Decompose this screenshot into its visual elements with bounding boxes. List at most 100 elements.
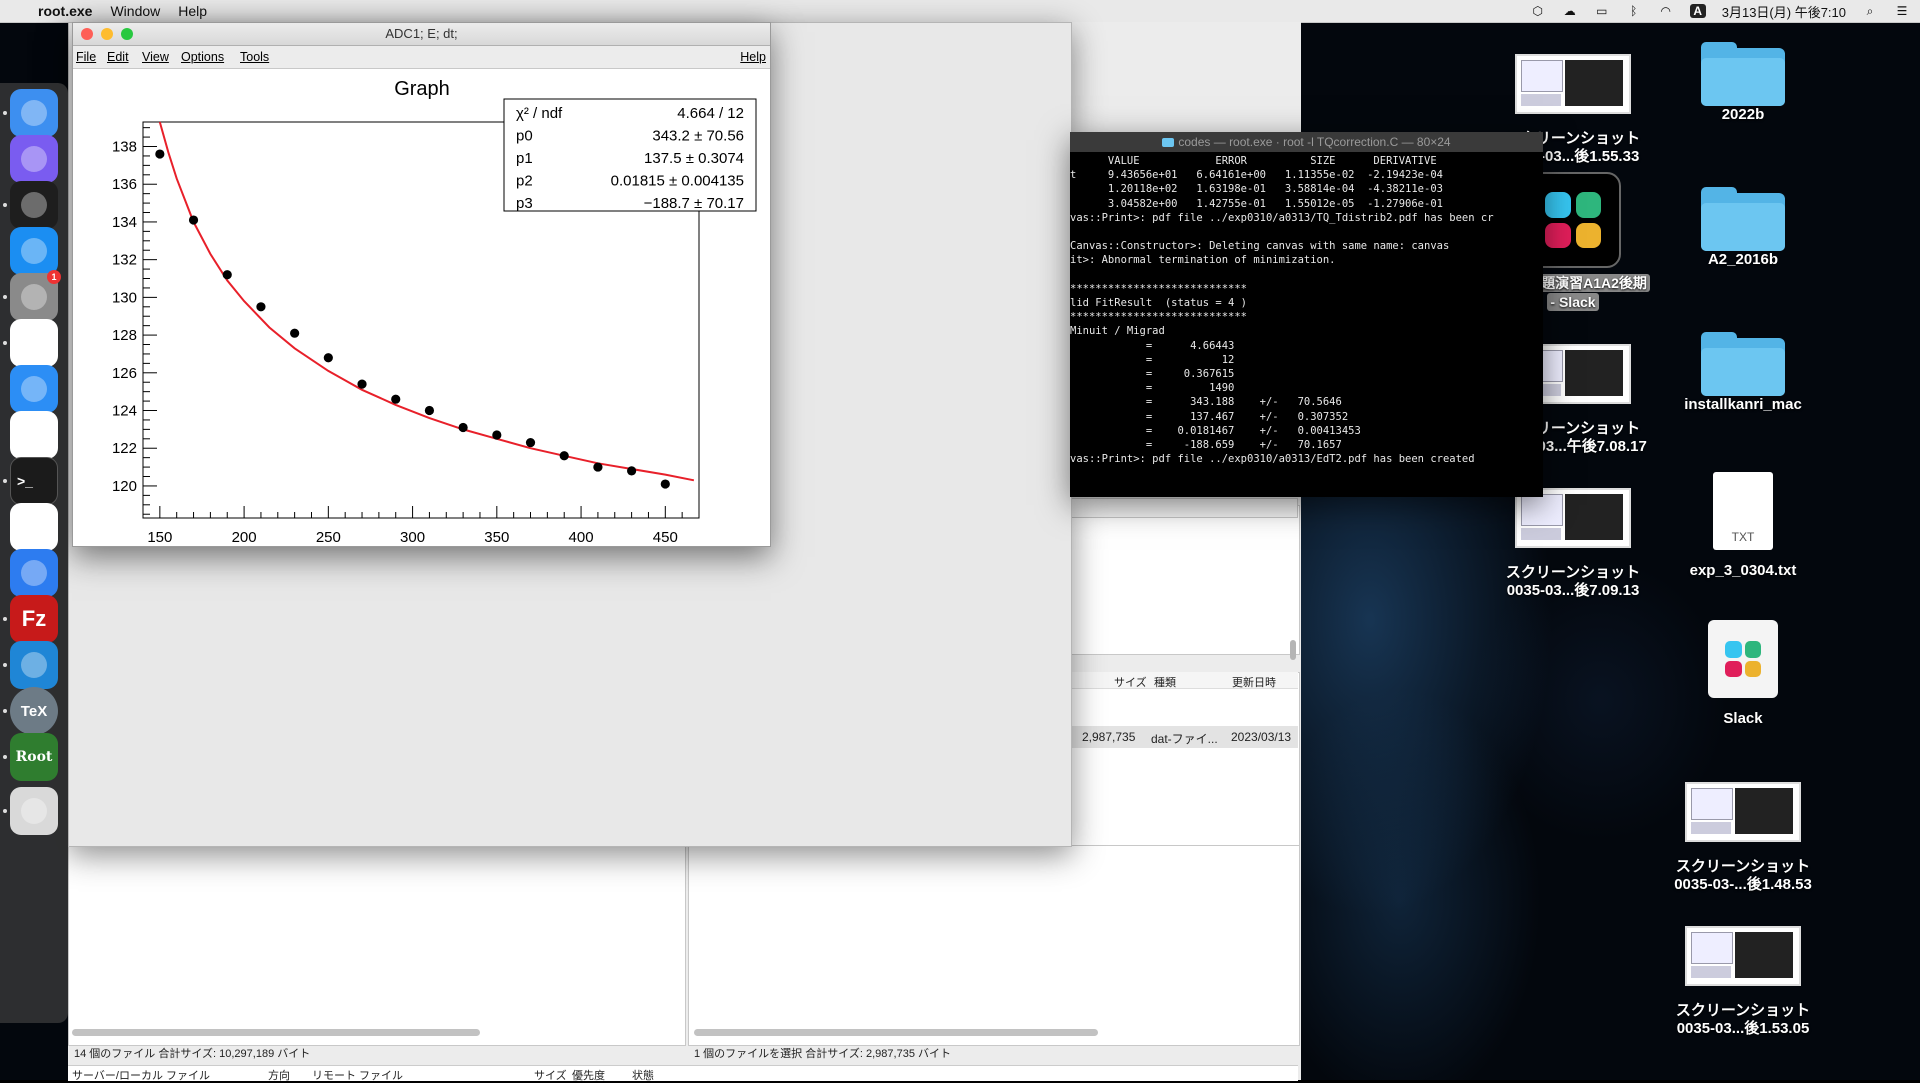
menu-options[interactable]: Options [181,50,225,64]
icon-label: スクリーンショット [1505,564,1641,581]
chrome-icon[interactable] [10,319,58,367]
menu-tools[interactable]: Tools [240,50,270,64]
cloud-icon[interactable]: ☁ [1563,4,1576,18]
desktop-icon[interactable]: スクリーンショット 0035-03...後1.53.05 [1658,922,1828,1038]
desktop-icon[interactable]: スクリーンショット 0035-03...後7.09.13 [1488,484,1658,600]
queue-col-size[interactable]: サイズ [534,1070,567,1082]
data-point[interactable] [458,422,468,433]
queue-col-priority[interactable]: 優先度 [572,1070,605,1082]
app-store-icon[interactable] [10,227,58,275]
scrollbar-thumb[interactable] [1290,640,1296,660]
root-icon[interactable]: Root [10,733,58,781]
filezilla-icon[interactable]: Fz [10,595,58,643]
system-preferences-icon[interactable]: 1 [10,270,61,321]
terminal-line: vas::Print>: pdf file ../exp0310/a0313/E… [1070,453,1475,466]
input-method-indicator[interactable]: A [1689,4,1706,18]
data-point[interactable] [559,451,569,461]
graph-plot[interactable]: Graph 150 200 250 300 350 400 450 120 122 124 126 12… [74,69,769,546]
data-point[interactable] [391,394,401,404]
data-point[interactable] [290,328,300,338]
safari-icon[interactable] [10,365,58,413]
desktop-icon[interactable]: 2022b [1658,42,1828,124]
desktop-icon[interactable]: スクリーンショット 0035-03-...後1.48.53 [1658,778,1828,894]
plot-canvas[interactable]: Graph 150 200 250 300 350 400 450 120 122 124 126 12… [74,69,769,546]
data-point[interactable] [492,430,502,440]
help-menu[interactable]: Help [178,3,208,19]
x-tick-label: 350 [484,529,509,544]
activity-monitor-icon[interactable] [10,181,58,229]
app-menu[interactable]: root.exe [38,3,93,19]
data-point[interactable] [357,379,367,389]
terminal-line: VALUE ERROR SIZE DERIVATIVE [1070,155,1437,167]
local-scrollbar[interactable] [72,1029,480,1036]
menu-help[interactable]: Help [740,50,766,64]
queue-col-remote[interactable]: リモート ファイル [312,1070,404,1082]
close-button[interactable] [81,28,93,40]
remote-header-dropdown[interactable] [1070,498,1298,518]
zoom-button[interactable] [121,28,133,40]
col-size[interactable]: サイズ [1114,677,1147,689]
screenshot-thumbnail-icon [1515,54,1631,114]
terminal-titlebar[interactable]: codes — root.exe · root -l TQcorrection.… [1070,132,1543,152]
terminal-line: lid FitResult (status = 4 ) [1070,297,1248,310]
menu-edit[interactable]: Edit [107,50,129,64]
col-type[interactable]: 種類 [1154,677,1176,689]
keynote-icon[interactable] [10,549,58,597]
terminal-icon[interactable]: >_ [10,457,58,505]
menu-file[interactable]: File [76,50,97,64]
photos-icon[interactable] [10,411,58,459]
queue-col-direction[interactable]: 方向 [268,1070,290,1082]
wifi-icon[interactable]: ◠ [1660,4,1671,18]
queue-col-status[interactable]: 状態 [632,1070,654,1082]
tex-icon[interactable]: TeX [10,687,58,735]
bluetooth-icon[interactable]: ᛒ [1630,4,1638,18]
data-point[interactable] [222,270,232,280]
canvas-titlebar[interactable]: ADC1; E; dt; [73,23,770,46]
desktop-icon[interactable]: A2_2016b [1658,187,1828,269]
file-row[interactable]: 2,987,735 dat-ファイ... 2023/03/13 [1070,726,1298,748]
airplay-icon[interactable]: ▭ [1596,4,1608,18]
desktop-icon[interactable]: TXT exp_3_0304.txt [1658,472,1828,580]
y-tick-label: 124 [112,403,137,420]
clock[interactable]: 3月13日(月) 午後7:10 [1721,4,1846,20]
data-point[interactable] [424,405,435,416]
running-indicator [3,663,7,667]
terminal-output[interactable]: VALUE ERROR SIZE DERIVATIVE t 9.43656e+01… [1070,154,1543,497]
terminal-line: = 0.367615 [1070,368,1235,381]
data-point[interactable] [627,466,637,476]
dock: 1 >_ Fz TeX Root [0,83,68,1023]
data-point[interactable] [323,353,333,363]
siri-icon[interactable] [10,135,58,183]
data-point[interactable] [525,437,536,448]
stats-name: p0 [516,128,533,145]
app-store-icon-glyph [21,238,47,264]
dropbox-icon[interactable]: ⬡ [1532,4,1543,18]
data-point[interactable] [660,479,670,489]
window-menu[interactable]: Window [110,3,161,19]
numbers-icon[interactable] [10,503,58,551]
minimize-button[interactable] [101,28,113,40]
queue-col-local[interactable]: サーバー/ローカル ファイル [72,1070,211,1082]
file-type: dat-ファイ... [1151,732,1218,746]
data-point[interactable] [188,215,199,225]
spotlight-search-icon[interactable]: ⌕ [1866,4,1874,18]
running-indicator [3,709,7,713]
data-point[interactable] [256,302,266,312]
data-point[interactable] [593,462,603,472]
file-type-badge: TXT [1731,530,1755,544]
remote-scrollbar[interactable] [694,1029,1098,1036]
y-tick-label: 138 [112,139,137,156]
vscode-icon[interactable] [10,641,58,689]
desktop-icon[interactable]: Slack [1658,618,1828,728]
finder-icon[interactable] [10,89,58,137]
terminal-window[interactable]: codes — root.exe · root -l TQcorrection.… [1070,132,1543,497]
desktop-icon[interactable]: installkanri_mac [1658,332,1828,414]
icon-label-line2: - Slack [1547,293,1599,311]
stats-box[interactable] [503,98,757,212]
col-modified[interactable]: 更新日時 [1232,677,1276,689]
control-center-icon[interactable]: ☰ [1896,4,1908,18]
icon-label-line2: 0035-03...後1.53.05 [1676,1020,1810,1037]
menu-view[interactable]: View [142,50,169,64]
data-point[interactable] [155,149,165,159]
trash-icon[interactable] [10,787,58,835]
